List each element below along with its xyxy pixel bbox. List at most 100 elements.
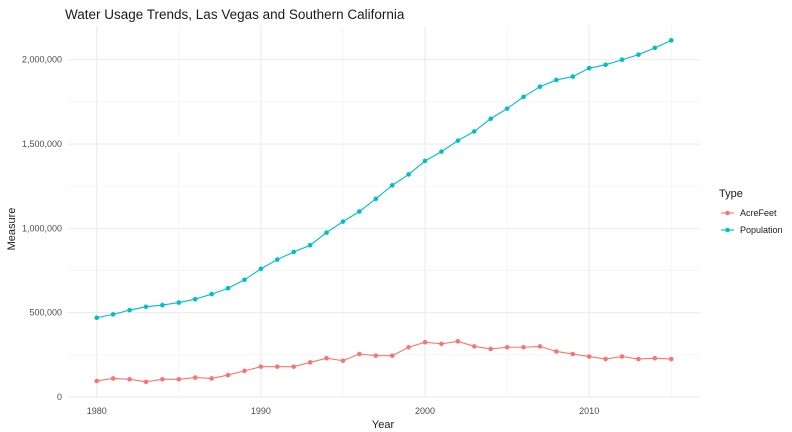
data-point-acrefeet — [160, 376, 165, 382]
legend-items: AcreFeet Population — [721, 208, 783, 235]
data-point-population — [389, 183, 395, 188]
series-layer — [94, 38, 674, 385]
data-point-acrefeet — [176, 376, 182, 382]
legend-label-acrefeet: AcreFeet — [740, 208, 777, 218]
data-point-acrefeet — [258, 364, 264, 369]
data-point-acrefeet — [110, 376, 116, 381]
data-point-population — [160, 302, 165, 308]
series-population — [94, 38, 674, 321]
data-point-acrefeet — [307, 360, 313, 365]
data-point-acrefeet — [324, 355, 329, 361]
data-point-acrefeet — [274, 364, 280, 369]
data-point-population — [274, 257, 280, 262]
data-point-acrefeet — [422, 339, 428, 345]
data-point-population — [537, 84, 543, 90]
legend-key-point — [725, 210, 730, 216]
data-point-population — [373, 196, 379, 202]
data-point-acrefeet — [340, 358, 346, 364]
data-point-population — [570, 74, 576, 79]
data-point-population — [504, 106, 510, 111]
data-point-acrefeet — [357, 351, 362, 357]
data-point-population — [406, 172, 411, 177]
data-point-acrefeet — [636, 356, 641, 362]
data-point-acrefeet — [406, 344, 411, 350]
data-point-population — [488, 116, 494, 122]
x-tick-label: 1980 — [87, 406, 107, 416]
y-tick-label: 1,000,000 — [22, 223, 62, 233]
data-point-acrefeet — [471, 344, 477, 349]
data-point-acrefeet — [603, 356, 608, 362]
data-point-population — [668, 38, 674, 43]
legend-label-population: Population — [740, 225, 783, 235]
data-point-population — [619, 57, 625, 63]
series-acrefeet — [94, 339, 674, 385]
series-line-acrefeet — [96, 340, 672, 383]
data-point-population — [652, 45, 658, 51]
data-point-population — [94, 315, 100, 321]
grid-major — [68, 26, 700, 398]
legend-item-population: Population — [721, 225, 783, 235]
legend: Type AcreFeet Population — [719, 188, 783, 235]
y-tick-label: 0 — [57, 392, 62, 402]
data-point-acrefeet — [504, 344, 510, 350]
data-point-population — [603, 62, 608, 68]
legend-title: Type — [719, 188, 743, 200]
data-point-population — [242, 277, 247, 283]
data-point-population — [209, 291, 214, 297]
y-tick-label: 2,000,000 — [22, 55, 62, 65]
data-point-acrefeet — [537, 344, 543, 349]
data-point-acrefeet — [127, 376, 132, 382]
data-point-population — [586, 65, 592, 71]
y-axis-title: Measure — [6, 208, 18, 251]
data-point-population — [291, 249, 297, 255]
data-point-population — [110, 312, 116, 317]
data-point-population — [143, 304, 149, 310]
x-tick-label: 2000 — [415, 406, 435, 416]
data-point-population — [307, 242, 313, 248]
data-point-acrefeet — [488, 346, 494, 352]
data-point-acrefeet — [209, 376, 214, 381]
grid-minor — [68, 26, 700, 397]
data-point-population — [471, 129, 477, 134]
x-tick-label: 1990 — [251, 406, 271, 416]
data-point-population — [192, 296, 198, 302]
data-point-population — [176, 300, 182, 305]
data-point-acrefeet — [570, 351, 576, 357]
data-point-acrefeet — [521, 344, 526, 350]
data-point-population — [636, 52, 641, 57]
data-point-population — [521, 94, 526, 100]
y-tick-label: 1,500,000 — [22, 139, 62, 149]
data-point-acrefeet — [652, 355, 658, 361]
data-point-acrefeet — [143, 379, 149, 385]
data-point-population — [324, 230, 329, 235]
data-point-acrefeet — [455, 339, 461, 344]
data-point-population — [455, 138, 461, 143]
data-point-acrefeet — [192, 375, 198, 380]
data-point-acrefeet — [439, 341, 444, 347]
data-point-acrefeet — [668, 356, 674, 362]
data-point-acrefeet — [291, 364, 297, 369]
data-point-population — [422, 158, 428, 164]
data-point-acrefeet — [373, 353, 379, 358]
x-axis-ticks: 1980 1990 2000 2010 — [87, 406, 599, 416]
x-axis-title: Year — [372, 419, 395, 431]
y-tick-label: 500,000 — [29, 308, 62, 318]
data-point-acrefeet — [389, 353, 395, 358]
legend-key-point — [725, 227, 730, 233]
data-point-population — [439, 149, 444, 154]
data-point-population — [357, 209, 362, 214]
data-point-population — [127, 307, 132, 313]
data-point-acrefeet — [242, 368, 247, 374]
legend-item-acrefeet: AcreFeet — [721, 208, 777, 218]
data-point-acrefeet — [554, 349, 559, 354]
data-point-acrefeet — [586, 354, 592, 359]
data-point-acrefeet — [619, 354, 625, 359]
series-line-population — [96, 39, 672, 319]
data-point-acrefeet — [225, 372, 231, 378]
data-point-population — [258, 266, 264, 272]
data-point-population — [340, 219, 346, 224]
x-tick-label: 2010 — [579, 406, 599, 416]
data-point-population — [225, 285, 231, 291]
chart-title: Water Usage Trends, Las Vegas and Southe… — [65, 7, 405, 22]
